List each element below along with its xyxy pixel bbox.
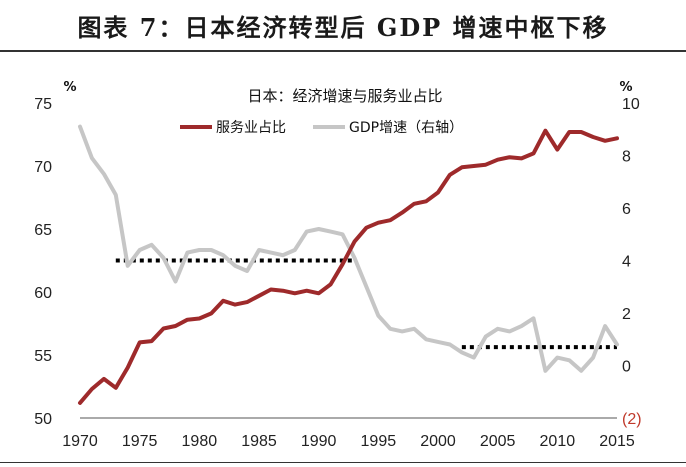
x-tick-label: 1975 (122, 433, 158, 450)
series-layer (78, 124, 619, 405)
x-tick-label: 2005 (480, 433, 516, 450)
figure-title: 图表 7：日本经济转型后 GDP 增速中枢下移 (77, 13, 609, 42)
x-tick-label: 2015 (599, 433, 635, 450)
left-y-tick-labels: 50 55 60 65 70 75 (34, 96, 52, 428)
left-y-tick-label: 55 (34, 348, 52, 365)
legend-services-label: 服务业占比 (216, 120, 286, 136)
right-y-tick-label: 0 (622, 359, 631, 376)
legend: 服务业占比 GDP增速（右轴） (180, 120, 463, 136)
chart-title: 日本：经济增速与服务业占比 (247, 87, 442, 105)
right-axis-unit: % (619, 80, 632, 95)
right-y-tick-label: (2) (622, 411, 642, 428)
title-rule (0, 50, 686, 52)
reference-lines (115, 258, 617, 350)
gdp-growth-line (78, 124, 619, 373)
x-tick-labels: 1970 1975 1980 1985 1990 1995 2000 2005 2010 2015 (62, 433, 635, 450)
right-y-tick-label: 6 (622, 201, 631, 218)
left-y-tick-label: 50 (34, 411, 52, 428)
left-y-tick-label: 60 (34, 285, 52, 302)
x-tick-label: 1995 (361, 433, 397, 450)
services-share-line (78, 128, 619, 405)
left-y-tick-label: 65 (34, 222, 52, 239)
x-tick-label: 1990 (301, 433, 337, 450)
x-tick-label: 1980 (182, 433, 218, 450)
bottom-rule (0, 462, 686, 463)
x-tick-label: 1970 (62, 433, 98, 450)
right-y-tick-label: 10 (622, 96, 640, 113)
legend-gdp-label: GDP增速（右轴） (349, 120, 463, 136)
left-y-tick-label: 75 (34, 96, 52, 113)
left-axis-unit: % (63, 80, 76, 95)
x-tick-label: 2000 (420, 433, 456, 450)
x-tick-label: 1985 (241, 433, 277, 450)
x-tick-label: 2010 (540, 433, 576, 450)
right-y-tick-label: 8 (622, 149, 631, 166)
right-y-tick-label: 4 (622, 254, 631, 271)
left-y-tick-label: 70 (34, 159, 52, 176)
right-y-tick-labels: (2) 0 2 4 6 8 10 (622, 96, 642, 428)
right-y-tick-label: 2 (622, 306, 631, 323)
